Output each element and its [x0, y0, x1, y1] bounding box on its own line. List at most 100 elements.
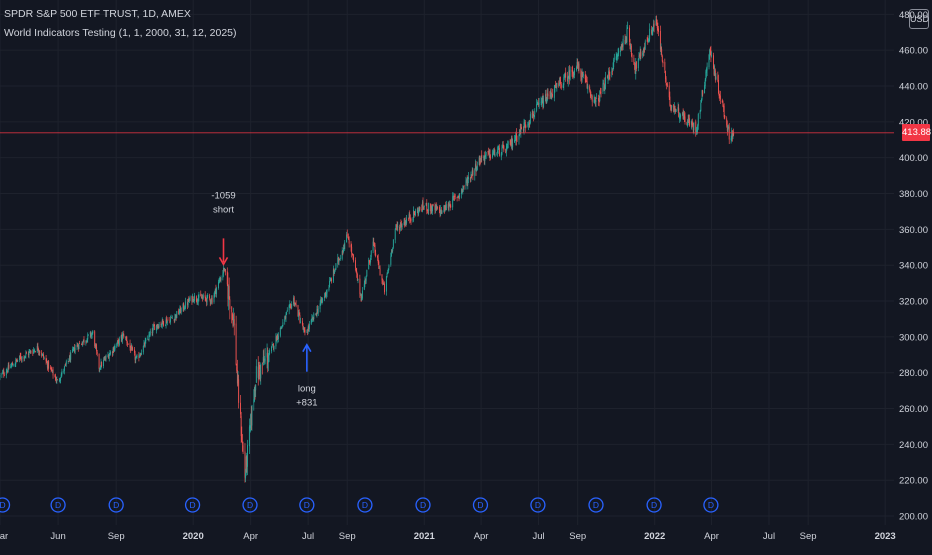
candle-383 [339, 257, 340, 265]
dividend-marker-6[interactable]: D [358, 498, 372, 512]
candle-500 [441, 210, 442, 214]
symbol-title[interactable]: SPDR S&P 500 ETF TRUST, 1D, AMEX [4, 8, 191, 20]
candle-290 [256, 359, 257, 383]
y-tick-label-7: 340.00 [899, 261, 928, 272]
candle-95 [84, 336, 85, 345]
candle-430 [380, 265, 381, 275]
candle-72 [64, 366, 65, 374]
candle-410 [362, 287, 363, 300]
candle-674 [596, 100, 597, 107]
candle-820 [724, 115, 725, 120]
candle-395 [349, 236, 350, 247]
dividend-marker-5[interactable]: D [300, 498, 314, 512]
candle-565 [499, 144, 500, 156]
candle-600 [530, 112, 531, 125]
candle-680 [601, 88, 602, 97]
candle-340 [300, 318, 301, 324]
candle-540 [477, 162, 478, 171]
dividend-marker-10[interactable]: D [589, 498, 603, 512]
dividend-marker-2[interactable]: D [109, 498, 123, 512]
candle-525 [464, 185, 465, 190]
candle-735 [649, 23, 650, 41]
dividend-marker-12[interactable]: D [704, 498, 718, 512]
candle-655 [579, 61, 580, 73]
candle-740 [654, 20, 655, 32]
dividend-marker-label: D [0, 500, 6, 510]
candle-280 [247, 440, 248, 475]
candle-175 [154, 324, 155, 330]
x-tick-label-14: Sep [800, 531, 817, 542]
candle-270 [238, 375, 239, 409]
candle-20 [17, 359, 18, 362]
dividend-marker-label: D [593, 500, 599, 510]
x-tick-label-0: Mar [0, 531, 8, 542]
candle-240 [212, 295, 213, 304]
dividend-marker-11[interactable]: D [647, 498, 661, 512]
candle-260 [229, 296, 230, 319]
candle-5 [4, 372, 5, 376]
candle-190 [167, 317, 168, 320]
candle-110 [97, 350, 98, 356]
dividend-marker-1[interactable]: D [51, 498, 65, 512]
candle-585 [517, 135, 518, 142]
dividend-marker-label: D [708, 500, 714, 510]
candle-360 [318, 306, 319, 316]
candle-610 [539, 98, 540, 109]
candle-215 [190, 296, 191, 302]
candle-720 [636, 61, 637, 71]
dividend-marker-3[interactable]: D [186, 498, 200, 512]
dividend-marker-label: D [247, 500, 253, 510]
x-tick-label-7: 2021 [414, 531, 436, 542]
dividend-marker-label: D [362, 500, 368, 510]
x-tick-label-5: Jul [302, 531, 314, 542]
candle-99 [87, 332, 88, 342]
indicator-legend[interactable]: World Indicators Testing (1, 1, 2000, 31… [4, 27, 237, 39]
candle-745 [658, 26, 659, 36]
candle-170 [150, 329, 151, 337]
candle-765 [676, 109, 677, 112]
candle-455 [402, 223, 403, 229]
candle-775 [685, 112, 686, 124]
candle-815 [720, 91, 721, 104]
candle-385 [340, 255, 341, 261]
candle-155 [137, 354, 138, 359]
candle-392 [347, 229, 348, 237]
dividend-marker-0[interactable]: D [0, 498, 10, 512]
candle-220 [194, 293, 195, 304]
dividend-marker-9[interactable]: D [531, 498, 545, 512]
candle-645 [570, 66, 571, 80]
dividend-marker-4[interactable]: D [243, 498, 257, 512]
x-tick-label-4: Apr [243, 531, 258, 542]
candle-700 [618, 48, 619, 57]
candle-825 [729, 123, 730, 144]
candle-620 [548, 88, 549, 99]
price-axis[interactable]: 200.00220.00240.00260.00280.00300.00320.… [899, 10, 928, 523]
candle-285 [251, 405, 252, 431]
candle-545 [481, 150, 482, 162]
candle-560 [495, 150, 496, 158]
x-tick-label-13: Jul [763, 531, 775, 542]
candle-185 [163, 321, 164, 327]
x-tick-label-15: 2023 [875, 531, 896, 542]
candle-305 [269, 348, 270, 355]
y-tick-label-13: 460.00 [899, 46, 928, 57]
time-axis[interactable]: MarJunSep2020AprJulSep2021AprJulSep2022A… [0, 531, 896, 542]
candle-165 [145, 338, 146, 344]
dividend-marker-8[interactable]: D [473, 498, 487, 512]
x-tick-label-12: Apr [704, 531, 719, 542]
candle-730 [645, 39, 646, 49]
candle-195 [172, 315, 173, 318]
candle-135 [119, 337, 120, 347]
candle-450 [397, 222, 398, 231]
candle-445 [393, 239, 394, 249]
candle-370 [327, 289, 328, 297]
currency-button[interactable]: USD [909, 9, 929, 29]
candle-70 [61, 369, 62, 377]
dividend-marker-7[interactable]: D [416, 498, 430, 512]
candle-705 [623, 35, 624, 50]
signal-long[interactable]: long+831 [296, 345, 317, 409]
